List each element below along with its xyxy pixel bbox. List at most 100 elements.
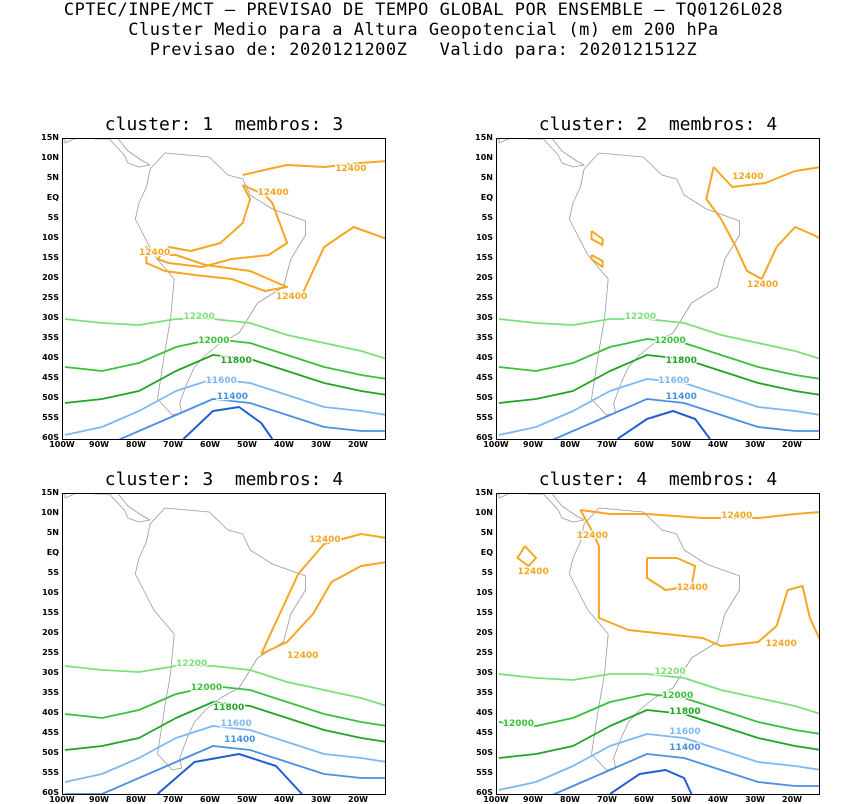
contour-12400-2 (156, 184, 289, 268)
lat-tick-label: 15N (475, 133, 493, 142)
lon-tick-label: 30W (745, 795, 765, 804)
contour-label: 11600 (669, 727, 700, 737)
lat-tick-label: 10N (41, 508, 59, 517)
contour-label: 11600 (206, 376, 237, 386)
lon-tick-label: 60W (634, 795, 654, 804)
contour-12200 (64, 318, 385, 360)
lat-tick-label: 40S (476, 708, 493, 717)
lon-tick-label: 100W (49, 440, 75, 449)
lon-tick-label: 30W (311, 440, 331, 449)
lon-tick-label: 20W (348, 795, 368, 804)
lat-tick-label: 15S (42, 253, 59, 262)
contour-label: 11600 (658, 376, 689, 386)
lat-tick-label: 50S (42, 393, 59, 402)
lat-tick-label: 10S (42, 588, 59, 597)
contour-11600 (498, 733, 819, 791)
lon-tick-label: 50W (237, 440, 257, 449)
lat-tick-label: 40S (42, 353, 59, 362)
lon-tick-label: 60W (200, 795, 220, 804)
lat-tick-label: 45S (476, 373, 493, 382)
lat-tick-label: 25S (476, 293, 493, 302)
lat-tick-label: 15S (476, 608, 493, 617)
contour-label: 12400 (309, 535, 340, 545)
lat-tick-label: 30S (476, 668, 493, 677)
contour-11800 (64, 354, 385, 404)
contour-12400-3 (516, 545, 537, 567)
lat-tick-label: 15N (475, 488, 493, 497)
contour-12000 (498, 338, 819, 380)
contour-label: 12400 (518, 567, 549, 577)
lon-tick-label: 80W (560, 440, 580, 449)
lon-tick-label: 70W (163, 440, 183, 449)
contour-label: 12400 (721, 511, 752, 521)
header-line-3: Previsao de: 2020121200Z Valido para: 20… (149, 40, 698, 60)
contour-12400-2 (260, 561, 385, 655)
map-svg: 12400 12400 12200 12000 11800 11600 11400 (64, 494, 385, 794)
contour-12000 (64, 338, 385, 380)
contour-label: 12000 (662, 691, 693, 701)
lon-tick-label: 90W (523, 440, 543, 449)
contour-11200 (609, 769, 693, 794)
lon-tick-label: 20W (782, 440, 802, 449)
lat-tick-label: 5N (46, 173, 59, 182)
contour-label: 11400 (666, 392, 697, 402)
lat-tick-label: 15S (42, 608, 59, 617)
contour-11400 (552, 398, 819, 439)
lon-tick-label: 70W (163, 795, 183, 804)
lat-tick-label: 35S (42, 688, 59, 697)
lat-tick-label: 25S (42, 293, 59, 302)
lat-tick-label: 15N (41, 488, 59, 497)
lat-tick-label: 5N (480, 528, 493, 537)
header-line-1: CPTEC/INPE/MCT — PREVISAO DE TEMPO GLOBA… (63, 0, 784, 20)
lat-tick-label: 10S (476, 588, 493, 597)
contour-label: 11800 (666, 356, 697, 366)
lat-tick-label: EQ (46, 548, 59, 557)
lat-tick-label: 10S (42, 233, 59, 242)
lat-tick-label: 30S (476, 313, 493, 322)
lat-tick-label: EQ (480, 193, 493, 202)
lon-tick-label: 50W (671, 795, 691, 804)
contour-label: 12400 (577, 531, 608, 541)
lon-tick-label: 40W (274, 795, 294, 804)
contour-label: 12400 (747, 280, 778, 290)
lon-tick-label: 100W (483, 795, 509, 804)
lon-tick-label: 40W (274, 440, 294, 449)
south-america-outline (134, 507, 306, 771)
header-line-2: Cluster Medio para a Altura Geopotencial… (128, 20, 719, 40)
contour-12400-4 (300, 226, 385, 296)
panel-title: cluster: 2 membros: 4 (538, 114, 778, 135)
lon-tick-label: 40W (708, 440, 728, 449)
lat-tick-label: 5S (47, 568, 59, 577)
lon-tick-label: 70W (597, 795, 617, 804)
contour-label: 12400 (677, 583, 708, 593)
lat-tick-label: 40S (476, 353, 493, 362)
lat-tick-label: 25S (42, 648, 59, 657)
lat-tick-label: 10N (41, 153, 59, 162)
contour-label: 12200 (176, 659, 207, 669)
contour-label: 12000 (503, 719, 534, 729)
lat-tick-label: 50S (42, 748, 59, 757)
map-frame: 12400 12400 12400 12400 12200 12000 11800 11600… (62, 138, 386, 440)
lon-tick-label: 50W (671, 440, 691, 449)
lat-tick-label: EQ (480, 548, 493, 557)
lat-tick-label: 35S (476, 333, 493, 342)
contour-12400-1 (712, 166, 819, 188)
lat-tick-label: 5N (480, 173, 493, 182)
contour-label: 11800 (213, 703, 244, 713)
lon-tick-label: 30W (745, 440, 765, 449)
contour-label: 12200 (625, 312, 656, 322)
contour-12400-4 (590, 254, 604, 268)
map-svg: 12400 12400 12400 12400 12400 12200 12000 11800… (498, 494, 819, 794)
lat-tick-label: 60S (42, 433, 59, 442)
contour-11400 (118, 398, 385, 439)
contour-12400-1 (260, 533, 385, 655)
contour-label: 11800 (220, 356, 251, 366)
map-svg: 12400 12400 12200 12000 11800 11600 11400 (498, 139, 819, 439)
lat-tick-label: 15N (41, 133, 59, 142)
central-america-outline (498, 139, 585, 168)
central-america-outline (64, 494, 151, 523)
lat-tick-label: 30S (42, 313, 59, 322)
contour-12400-1 (580, 509, 819, 519)
panel-title: cluster: 1 membros: 3 (104, 114, 344, 135)
contour-11200 (616, 410, 711, 439)
